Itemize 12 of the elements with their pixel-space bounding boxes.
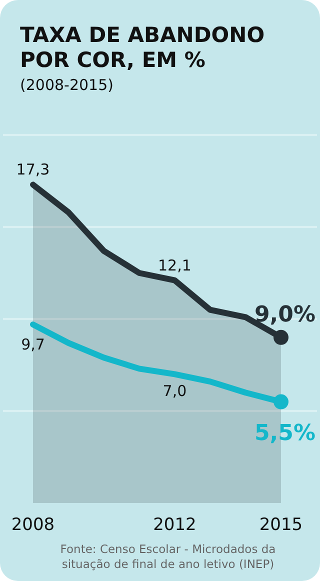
data-label: 9,7 <box>21 336 45 354</box>
chart-title: TAXA DE ABANDONO POR COR, EM % <box>20 23 265 72</box>
x-tick-label: 2015 <box>259 515 303 535</box>
chart-subtitle: (2008-2015) <box>20 76 114 94</box>
x-tick-label: 2008 <box>11 515 55 535</box>
data-label: 9,0% <box>254 302 316 328</box>
data-label: 7,0 <box>162 382 187 400</box>
data-label: 5,5% <box>254 420 316 446</box>
x-tick-label: 2012 <box>153 515 196 535</box>
data-label: 17,3 <box>16 160 50 179</box>
data-label: 12,1 <box>158 256 192 274</box>
source-note: Fonte: Censo Escolar - Microdados da situação de final de ano letivo (INEP) <box>60 542 276 571</box>
